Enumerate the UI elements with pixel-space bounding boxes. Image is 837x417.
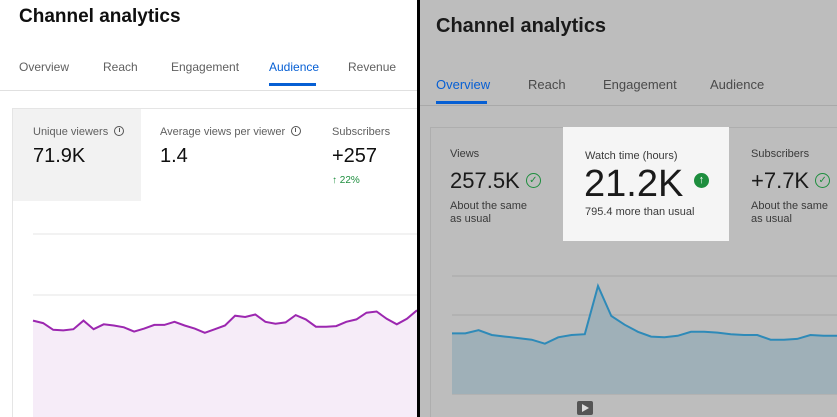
arrow-up-icon: ↑ bbox=[332, 175, 337, 186]
tab-reach[interactable]: Reach bbox=[528, 77, 566, 92]
tab-divider bbox=[420, 105, 837, 106]
arrow-up-circle-icon: ↑ bbox=[693, 173, 709, 189]
tab-engagement[interactable]: Engagement bbox=[603, 77, 677, 92]
metric-label: Views bbox=[450, 148, 480, 160]
right-analytics-panel: Channel analytics Overview Reach Engagem… bbox=[420, 0, 837, 417]
metric-tile-watch-time[interactable]: Watch time (hours) 21.2K ↑ 795.4 more th… bbox=[563, 127, 729, 241]
metric-label: Subscribers bbox=[751, 148, 810, 160]
metric-tile-average-views[interactable]: Average views per viewer 1.4 bbox=[160, 109, 310, 201]
metric-tile-views[interactable]: Views 257.5K ✓ About the same as usual bbox=[450, 140, 565, 235]
graph-area-fill bbox=[452, 286, 837, 394]
tab-overview[interactable]: Overview bbox=[436, 77, 491, 92]
metric-label: Subscribers bbox=[332, 126, 391, 138]
metric-note: About the same as usual bbox=[450, 200, 528, 225]
metric-label: Average views per viewer bbox=[160, 126, 286, 138]
left-analytics-panel: Channel analytics Overview Reach Engagem… bbox=[0, 0, 417, 417]
metric-note: 795.4 more than usual bbox=[585, 206, 695, 218]
tab-engagement[interactable]: Engagement bbox=[171, 60, 240, 74]
graph-line bbox=[452, 283, 837, 345]
metric-tile-unique-viewers[interactable]: Unique viewers 71.9K bbox=[13, 109, 141, 201]
overview-line-graph bbox=[452, 275, 837, 415]
metric-label: Unique viewers bbox=[33, 126, 109, 138]
page-title: Channel analytics bbox=[436, 15, 607, 37]
clock-icon bbox=[291, 126, 302, 137]
tab-overview[interactable]: Overview bbox=[19, 60, 70, 74]
check-circle-icon: ✓ bbox=[815, 172, 831, 188]
play-icon bbox=[582, 404, 589, 412]
page-title: Channel analytics bbox=[19, 6, 181, 27]
change-percent: 22% bbox=[339, 175, 360, 186]
metric-value: 1.4 bbox=[160, 145, 188, 167]
metric-value: +257 bbox=[332, 145, 378, 167]
selected-tab-indicator bbox=[436, 101, 487, 104]
clock-icon bbox=[114, 126, 125, 137]
tab-reach[interactable]: Reach bbox=[103, 60, 138, 74]
metric-value: 71.9K bbox=[33, 145, 86, 167]
metric-value: 257.5K bbox=[450, 168, 520, 193]
tab-audience[interactable]: Audience bbox=[269, 60, 320, 74]
graph-area-fill bbox=[33, 310, 417, 417]
metric-tile-subscribers[interactable]: Subscribers +257 ↑ 22% bbox=[332, 109, 417, 201]
graph-line bbox=[32, 309, 417, 334]
selected-tab-indicator bbox=[269, 83, 316, 86]
tab-audience[interactable]: Audience bbox=[710, 77, 765, 92]
check-circle-icon: ✓ bbox=[525, 172, 541, 188]
metric-note: About the same as usual bbox=[751, 200, 829, 225]
tab-divider bbox=[0, 90, 417, 91]
metric-label: Watch time (hours) bbox=[585, 150, 678, 162]
tab-revenue[interactable]: Revenue bbox=[348, 60, 397, 74]
audience-line-graph bbox=[32, 233, 417, 417]
metric-value: 21.2K bbox=[584, 163, 684, 205]
metric-value: +7.7K bbox=[751, 168, 810, 193]
metric-tile-subscribers[interactable]: Subscribers +7.7K ✓ About the same as us… bbox=[751, 140, 837, 235]
